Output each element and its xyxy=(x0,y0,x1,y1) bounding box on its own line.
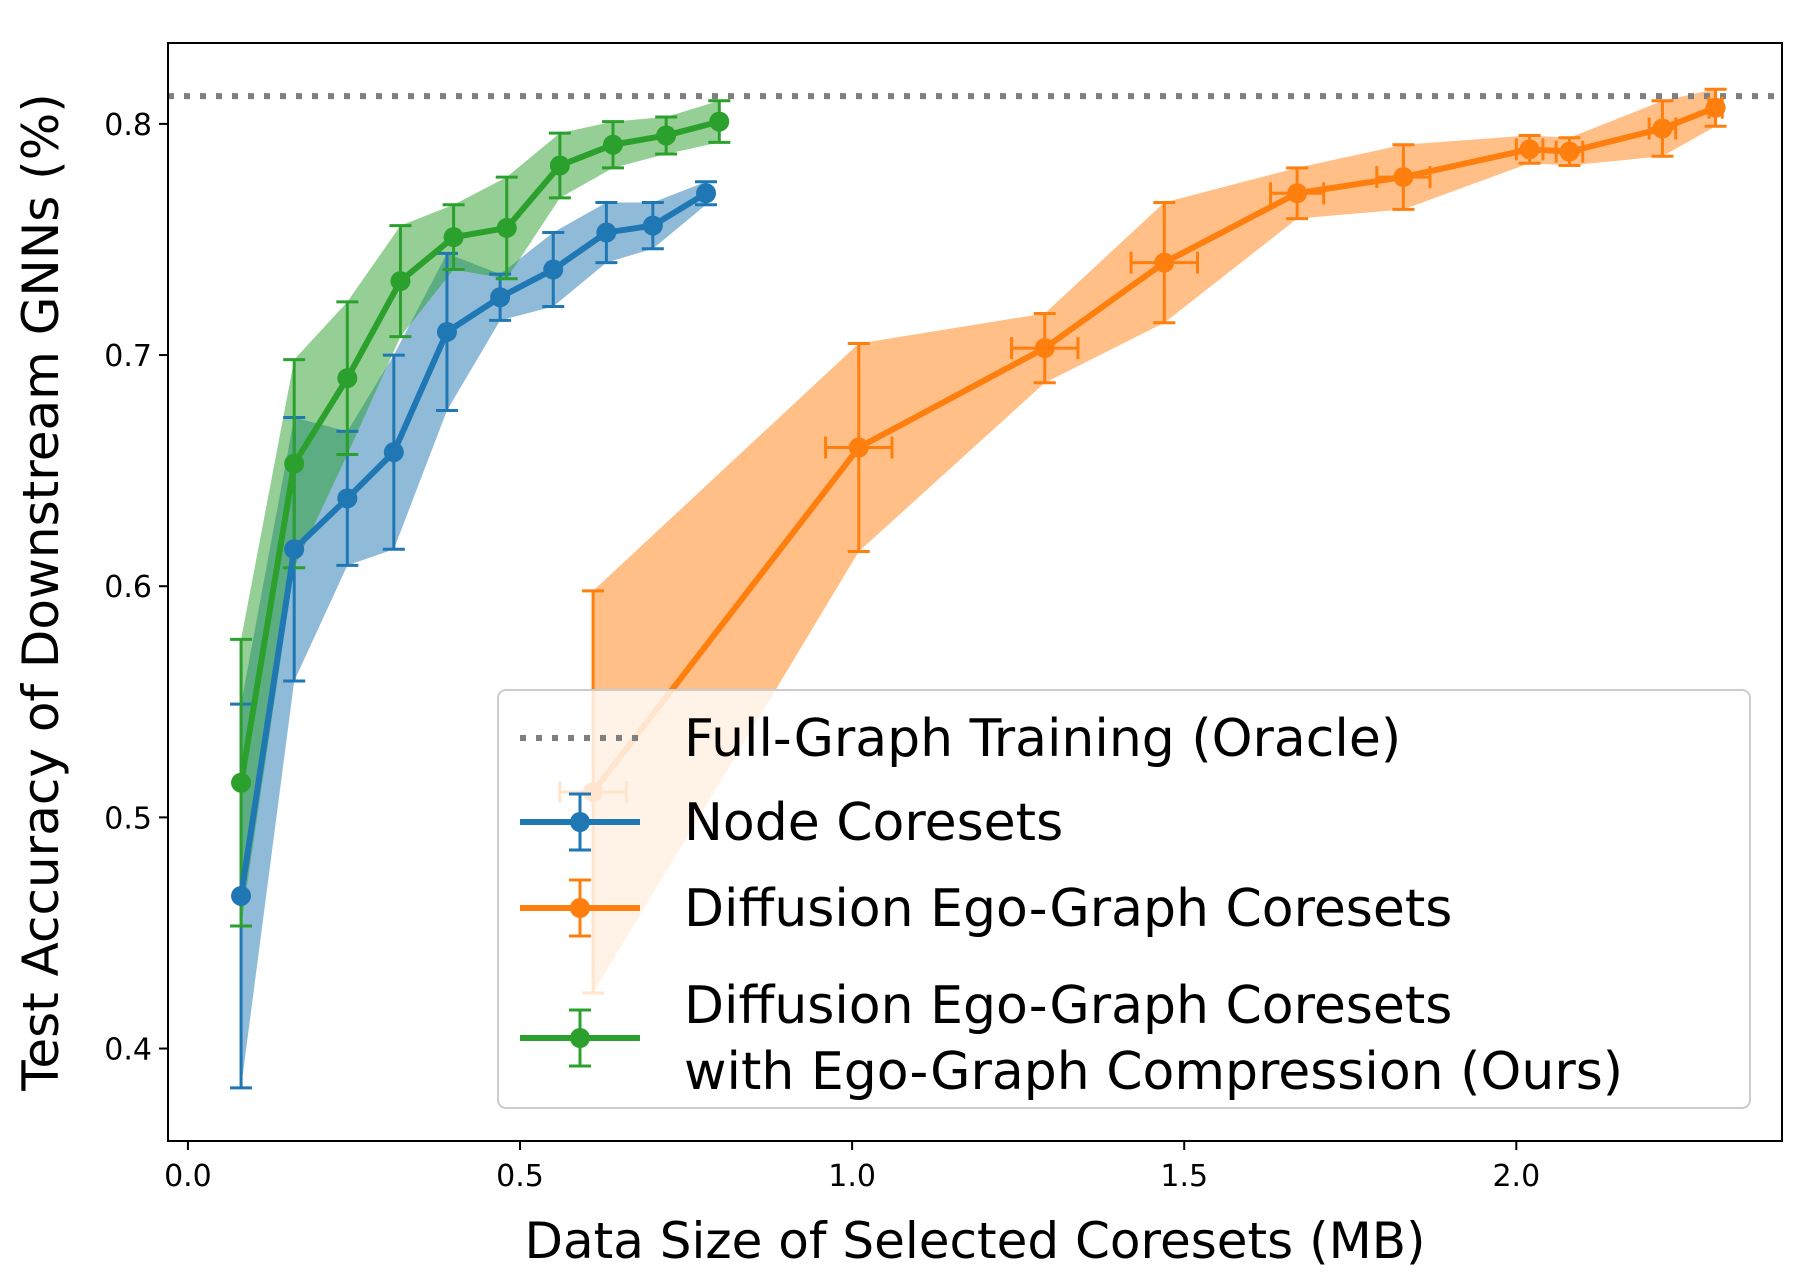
axis-ticks: 0.0 0.5 1.0 1.5 2.0 0.4 0.5 0.6 0.7 0.8 xyxy=(104,108,1540,1194)
data-point-0-4 xyxy=(436,321,457,342)
y-axis-label: Test Accuracy of Downstream GNNs (%) xyxy=(12,93,70,1091)
data-point-0-3 xyxy=(383,442,404,463)
y-tick-label: 0.5 xyxy=(104,801,152,836)
error-band-2 xyxy=(241,100,720,927)
data-point-2-1 xyxy=(284,453,305,474)
data-point-0-2 xyxy=(337,488,358,509)
legend-box xyxy=(497,689,1751,1109)
x-tick-label: 0.0 xyxy=(164,1159,212,1194)
data-point-1-8 xyxy=(1652,118,1673,139)
data-point-2-3 xyxy=(390,271,411,292)
plot-frame xyxy=(167,42,1783,1142)
y-tick-label: 0.7 xyxy=(104,339,152,374)
x-tick-label: 2.0 xyxy=(1492,1159,1540,1194)
data-point-1-1 xyxy=(848,437,869,458)
legend-handle-marker xyxy=(570,812,590,832)
error-band-0 xyxy=(241,181,707,1088)
data-point-2-4 xyxy=(443,227,464,248)
data-point-0-6 xyxy=(543,259,564,280)
series-line-1 xyxy=(590,104,1719,795)
x-tick-label: 1.0 xyxy=(828,1159,876,1194)
legend: Full-Graph Training (Oracle) Node Coreset… xyxy=(497,689,1751,1109)
legend-handle-marker xyxy=(570,898,590,918)
legend-label-2: with Ego-Graph Compression (Ours) xyxy=(684,1042,1623,1102)
data-point-0-7 xyxy=(596,222,617,243)
x-tick-label: 0.5 xyxy=(496,1159,544,1194)
data-point-2-0 xyxy=(231,772,252,793)
data-point-0-1 xyxy=(284,539,305,560)
legend-label-oracle: Full-Graph Training (Oracle) xyxy=(684,709,1401,769)
series-lines xyxy=(238,104,1719,899)
legend-label-0: Node Coresets xyxy=(684,793,1063,853)
data-point-2-8 xyxy=(656,125,677,146)
series-line-2 xyxy=(238,118,723,786)
y-tick-label: 0.4 xyxy=(104,1033,152,1068)
data-point-0-9 xyxy=(696,183,716,204)
data-point-0-8 xyxy=(642,215,663,236)
series-line-0 xyxy=(238,190,709,899)
legend-label-1: Diffusion Ego-Graph Coresets xyxy=(684,879,1452,939)
data-point-1-3 xyxy=(1154,252,1175,273)
data-point-1-4 xyxy=(1287,183,1308,204)
data-point-1-5 xyxy=(1393,167,1414,188)
legend-label-2: Diffusion Ego-Graph Coresets xyxy=(684,976,1452,1036)
legend-handle-1 xyxy=(520,878,640,938)
data-point-2-7 xyxy=(603,134,624,155)
data-point-2-5 xyxy=(496,217,517,238)
data-point-1-2 xyxy=(1034,338,1055,359)
data-point-1-6 xyxy=(1519,139,1540,160)
y-tick-label: 0.6 xyxy=(104,570,152,605)
data-point-2-2 xyxy=(337,368,358,389)
legend-handle-marker xyxy=(570,1028,590,1048)
data-point-0-5 xyxy=(490,287,511,308)
data-point-1-7 xyxy=(1559,141,1580,162)
data-point-0-0 xyxy=(231,885,252,906)
legend-handle-0 xyxy=(520,792,640,852)
x-tick-label: 1.5 xyxy=(1160,1159,1208,1194)
data-point-1-9 xyxy=(1705,97,1726,118)
x-axis-label: Data Size of Selected Coresets (MB) xyxy=(524,1212,1425,1270)
data-point-2-9 xyxy=(709,111,730,132)
data-point-2-6 xyxy=(549,155,570,176)
legend-handle-2 xyxy=(520,1008,640,1068)
y-tick-label: 0.8 xyxy=(104,108,152,143)
